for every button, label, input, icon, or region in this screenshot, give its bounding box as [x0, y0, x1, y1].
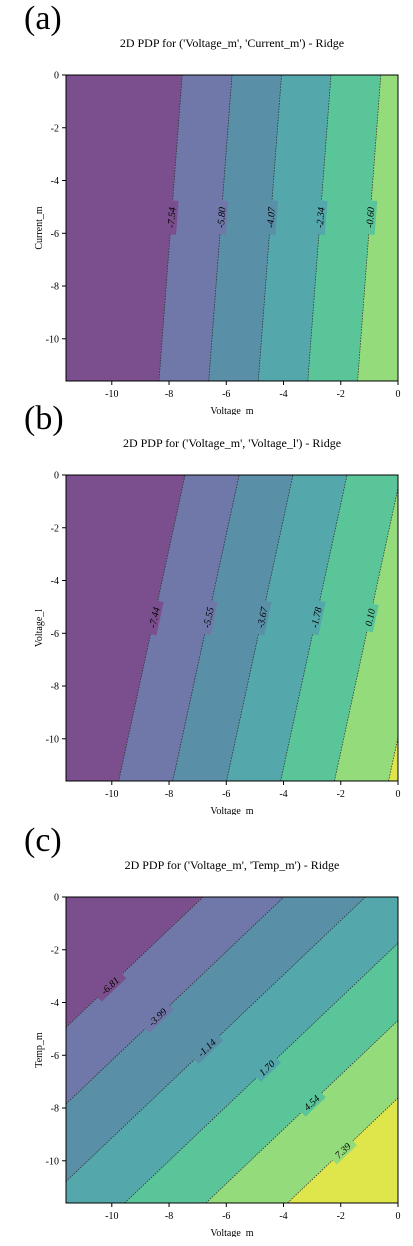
contour-line: [226, 474, 294, 782]
contour-level-label: -1.78: [310, 606, 325, 629]
contour-label-bg: [312, 200, 328, 235]
x-tick-label: -10: [105, 1211, 118, 1222]
contour-label-bg: [306, 599, 326, 636]
chart-title: 2D PDP for ('Voltage_m', 'Current_m') - …: [120, 36, 344, 50]
chart-panel-a: (a) -7.54 -5.80 -4.07 -2.34 -0.60 2D PDP for …: [0, 0, 413, 416]
contour-level-label: -3.67: [255, 605, 270, 629]
contour-line: [65, 896, 285, 1105]
x-tick-label: -10: [105, 389, 118, 400]
y-tick-label: -4: [51, 998, 59, 1009]
chart-title: 2D PDP for ('Voltage_m', 'Temp_m') - Rid…: [125, 858, 340, 872]
contour-label-bg: [252, 1053, 282, 1082]
x-tick-label: -2: [337, 1211, 345, 1222]
contour-label-bg: [252, 599, 272, 636]
panel-label: (c): [24, 822, 62, 859]
plot-frame: [65, 74, 399, 382]
y-axis-label: Voltage_l: [34, 609, 45, 647]
x-tick-label: -4: [279, 789, 287, 800]
y-tick-label: -4: [51, 576, 59, 587]
y-tick-label: 0: [54, 71, 59, 82]
contour-label-bg: [361, 602, 379, 633]
x-axis-label: Voltage_m: [210, 806, 253, 815]
plot-frame: [65, 474, 399, 782]
contour-line: [357, 74, 382, 382]
x-tick-label: 0: [396, 389, 401, 400]
contour-label-bg: [297, 1088, 326, 1117]
contour-line: [172, 474, 240, 782]
x-tick-label: 0: [396, 1211, 401, 1222]
y-tick-label: -6: [51, 1051, 59, 1062]
x-tick-label: -2: [337, 789, 345, 800]
contour-line: [158, 74, 183, 382]
contour-line: [208, 74, 233, 382]
plot-frame: [65, 896, 399, 1204]
y-tick-label: -2: [51, 945, 59, 956]
contour-label-bg: [141, 1000, 174, 1034]
contour-plot-a: -7.54 -5.80 -4.07 -2.34 -0.60 2D PDP for ('Vo…: [34, 36, 401, 415]
x-tick-label: -8: [165, 389, 173, 400]
x-axis-label: Voltage_m: [210, 406, 253, 415]
contour-line: [65, 896, 204, 1028]
y-tick-label: 0: [54, 893, 59, 904]
contour-line: [334, 488, 399, 782]
y-tick-label: -6: [51, 629, 59, 640]
y-tick-label: -8: [51, 682, 59, 693]
y-tick-label: -6: [51, 229, 59, 240]
x-tick-label: -10: [105, 789, 118, 800]
y-tick-label: -8: [51, 1104, 59, 1115]
x-tick-label: 0: [396, 789, 401, 800]
chart-panel-b: (b) -7.44-5.55-3.67-1.780.101.992D PDP f…: [0, 400, 413, 816]
x-tick-label: -6: [222, 1211, 230, 1222]
contour-line: [280, 474, 348, 782]
contour-level-label: -5.55: [202, 606, 217, 629]
contour-level-label: -7.54: [166, 207, 179, 229]
contour-label-bg: [144, 599, 164, 636]
y-tick-label: -8: [51, 282, 59, 293]
contour-level-label: -2.34: [315, 207, 328, 229]
y-axis-label: Current_m: [34, 206, 45, 250]
y-tick-label: -10: [46, 734, 59, 745]
contour-label-bg: [164, 200, 179, 235]
contour-line: [118, 474, 186, 782]
x-tick-label: -4: [279, 1211, 287, 1222]
contour-label-bg: [93, 969, 127, 1002]
chart-panel-c: (c) -6.81 -3.99 -1.14 1.70 4.54 7.39 2D PDP fo…: [0, 822, 413, 1238]
contour-line: [388, 737, 399, 782]
panel-label: (b): [24, 400, 64, 437]
contour-label-bg: [263, 200, 278, 235]
y-axis-label: Temp_m: [34, 1032, 45, 1068]
contour-plot-b: -7.44-5.55-3.67-1.780.101.992D PDP for (…: [34, 436, 401, 815]
y-tick-label: -10: [46, 334, 59, 345]
contour-level-label: -5.80: [216, 207, 229, 229]
contour-label-bg: [362, 200, 378, 235]
contour-level-label: -0.60: [365, 207, 378, 229]
x-tick-label: -2: [337, 389, 345, 400]
x-axis-label: Voltage_m: [210, 1228, 253, 1237]
x-tick-label: -6: [222, 789, 230, 800]
x-tick-label: -6: [222, 389, 230, 400]
y-tick-label: -2: [51, 123, 59, 134]
x-tick-label: -8: [165, 789, 173, 800]
y-tick-label: -10: [46, 1156, 59, 1167]
contour-label-bg: [190, 1031, 224, 1064]
contour-level-label: 0.10: [364, 608, 378, 627]
contour-label-bg: [213, 200, 229, 235]
contour-level-label: -7.44: [148, 606, 163, 629]
y-tick-label: -4: [51, 176, 59, 187]
contour-line: [307, 74, 332, 382]
contour-level-label: -4.07: [265, 206, 278, 229]
contour-label-bg: [328, 1136, 358, 1165]
y-tick-label: -2: [51, 523, 59, 534]
x-tick-label: -8: [165, 1211, 173, 1222]
y-tick-label: 0: [54, 471, 59, 482]
contour-label-bg: [198, 599, 218, 636]
chart-title: 2D PDP for ('Voltage_m', 'Voltage_l') - …: [123, 436, 341, 450]
panel-label: (a): [24, 0, 62, 37]
contour-line: [257, 74, 282, 382]
x-tick-label: -4: [279, 389, 287, 400]
